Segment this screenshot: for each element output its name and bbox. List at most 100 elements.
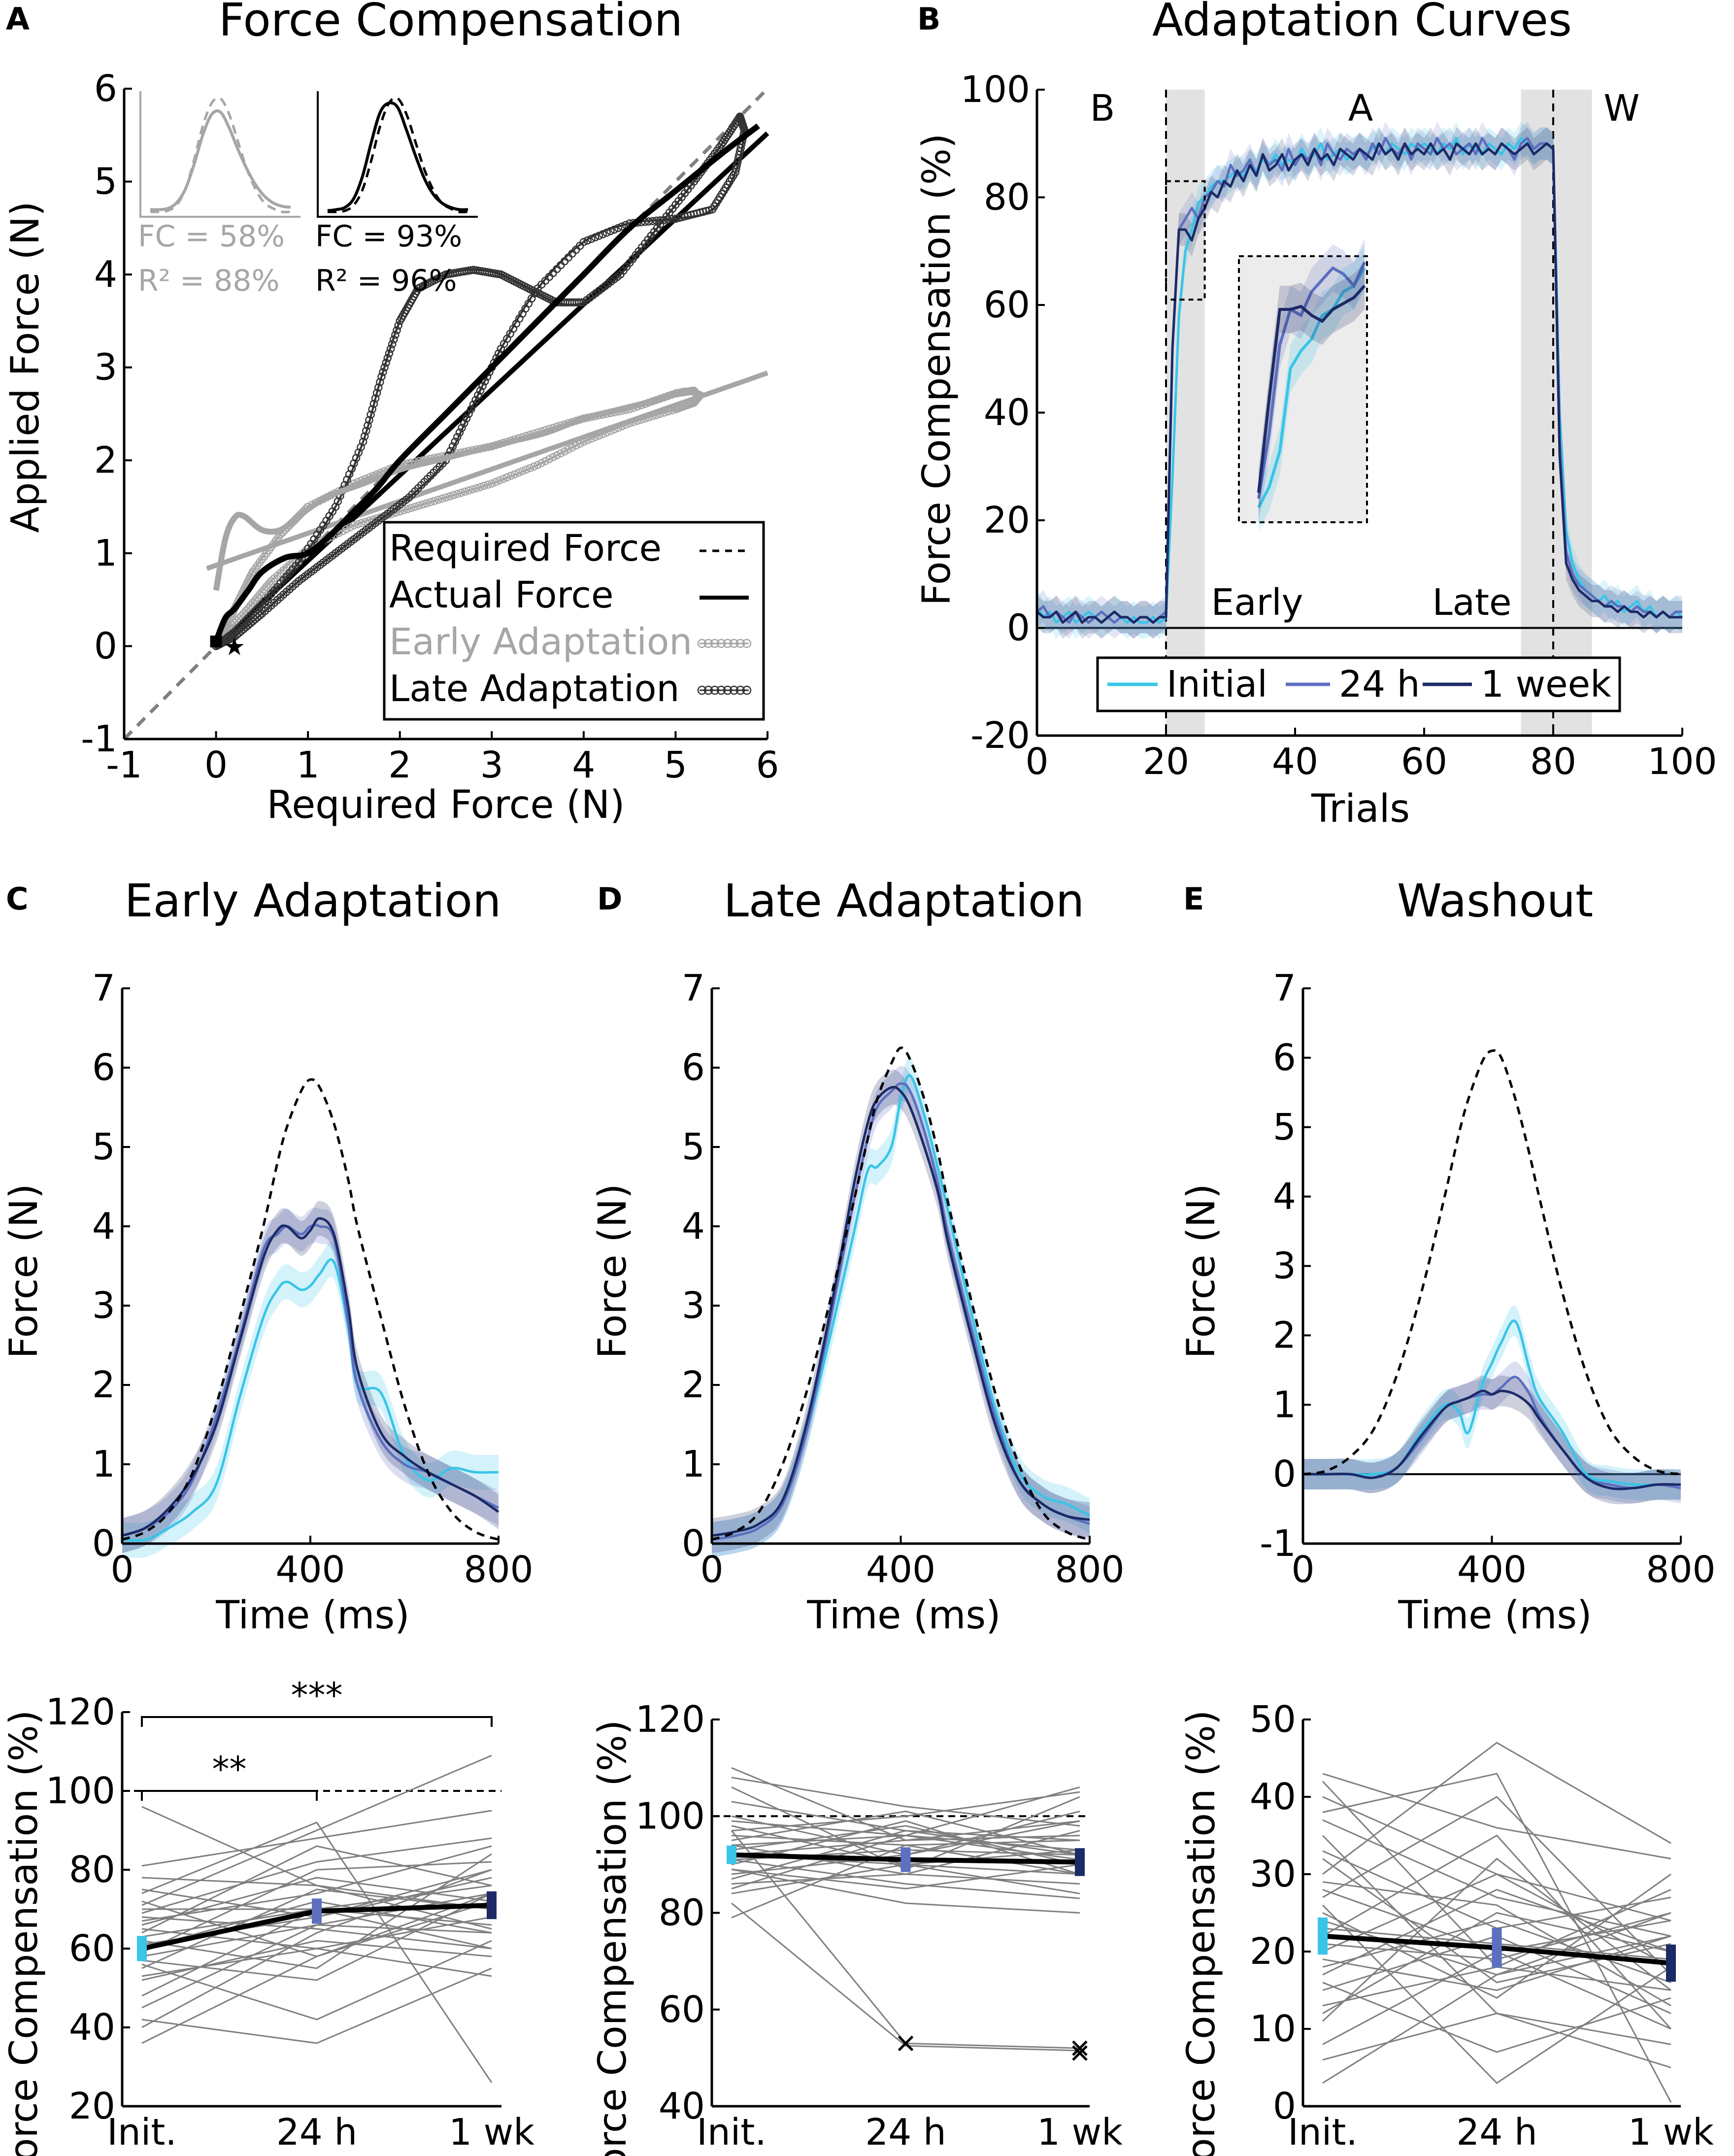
panel-d-label: D (597, 881, 622, 917)
y-tick-label: 7 (1273, 967, 1296, 1010)
swatch-marker (723, 685, 733, 695)
required-force-curve (711, 1046, 1090, 1541)
legend-required-label: Required Force (389, 527, 662, 570)
early-marker (579, 438, 588, 446)
early-marker (353, 520, 362, 529)
early-marker (472, 484, 481, 493)
panel-c-summary-plot: ***** (122, 1675, 501, 2083)
early-marker (534, 461, 542, 469)
significance-label: ** (212, 1749, 247, 1789)
early-marker (572, 441, 580, 450)
panel-a-title: Force Compensation (219, 0, 683, 46)
y-tick-label: 6 (92, 1046, 115, 1089)
x-tick-label: 100 (1647, 741, 1717, 783)
subject-line (141, 1810, 492, 1867)
panel-a-plot-area: ★ (123, 87, 769, 741)
y-tick-label: 80 (659, 1892, 705, 1934)
early-marker (575, 439, 584, 448)
late-marker (614, 224, 623, 233)
y-tick-label: 60 (659, 1988, 705, 2031)
legend-box (1096, 656, 1621, 712)
late-marker (583, 236, 592, 245)
panel-a-axes: -1 0 1 2 3 4 5 6 -1 0 1 2 3 4 5 6 (81, 67, 779, 786)
curve-1week (122, 1217, 500, 1537)
early-marker (522, 465, 531, 474)
legend-late-swatch (697, 685, 752, 695)
early-marker (468, 485, 477, 494)
required-force-curve (122, 1078, 499, 1541)
x-tick-label: 1 (297, 744, 320, 786)
early-marker (407, 504, 416, 512)
panel-e-plot-area (1302, 1049, 1681, 1505)
y-tick-label: -1 (81, 718, 117, 760)
panel-b-xlabel: Trials (1311, 787, 1410, 831)
panel-a-ylabel: Applied Force (N) (3, 201, 48, 533)
late-marker (667, 215, 676, 224)
phase-a-label: A (1348, 87, 1373, 130)
inset-early-actual (150, 109, 291, 211)
late-marker (359, 438, 367, 446)
panel-a-legend: Required Force Actual Force Early Adapta… (383, 521, 765, 721)
subject-line (1322, 2013, 1671, 2068)
late-actual-force (213, 123, 760, 643)
subject-line (141, 1845, 492, 1922)
early-marker (350, 521, 358, 530)
late-marker (360, 432, 369, 440)
late-marker (462, 414, 471, 423)
late-marker (591, 233, 600, 241)
panel-c-axes: 0 400 800 0 1 2 3 4 5 6 7 (92, 967, 534, 1591)
panel-e-xlabel: Time (ms) (1398, 1593, 1592, 1638)
swatch-marker (710, 639, 720, 648)
late-window-label: Late (1432, 581, 1511, 624)
subject-line (731, 1902, 1080, 2052)
late-marker (652, 216, 661, 225)
subject-line (141, 1861, 492, 1954)
early-marker (610, 425, 619, 434)
swatch-marker (729, 685, 739, 695)
early-marker (228, 621, 236, 630)
x-tick-label: 80 (1530, 741, 1576, 783)
y-tick-label: 100 (46, 1770, 115, 1812)
early-marker (361, 517, 370, 526)
phase-b-label: B (1090, 87, 1115, 130)
panel-b-zoom-inset (1165, 180, 1368, 531)
excluded-marker (1072, 2040, 1088, 2056)
x-tick-label: 5 (664, 744, 687, 786)
panel-d-summary: 40 60 80 100 120 Init. 24 h 1 wk Force Compensa… (591, 1698, 1123, 2156)
y-tick-label: 4 (682, 1205, 705, 1247)
y-tick-label: 20 (984, 499, 1030, 541)
early-marker (526, 464, 534, 472)
y-tick-label: 10 (1250, 2008, 1296, 2050)
early-marker (453, 490, 462, 498)
early-marker (518, 467, 527, 475)
panel-e-title: Washout (1397, 875, 1593, 927)
late-marker (451, 438, 459, 446)
late-marker (610, 225, 619, 234)
x-tick-label: 0 (204, 744, 228, 786)
early-marker (411, 503, 420, 511)
late-marker (455, 428, 464, 437)
late-marker (467, 405, 475, 413)
late-marker (732, 165, 740, 173)
panel-d-summary-ylabel: Force Compensation (%) (591, 1720, 635, 2156)
early-marker (342, 525, 351, 534)
y-tick-label: 20 (1250, 1930, 1296, 1973)
late-marker (244, 621, 253, 630)
early-marker (545, 455, 554, 464)
x-tick-label: 60 (1401, 741, 1447, 783)
early-marker (614, 424, 623, 432)
early-marker (541, 457, 550, 466)
y-tick-label: 5 (92, 1126, 115, 1168)
early-marker (465, 486, 473, 495)
early-marker (660, 408, 668, 417)
panel-d-ylabel: Force (N) (591, 1183, 635, 1358)
panel-a-xlabel: Required Force (N) (267, 783, 625, 827)
early-marker (495, 476, 504, 485)
mean-sem-bar (487, 1891, 497, 1920)
panel-c-summary-ylabel: Force Compensation (%) (2, 1710, 46, 2156)
subject-line (1322, 1773, 1671, 1860)
early-marker (652, 411, 661, 419)
late-marker (390, 335, 398, 344)
late-marker (497, 344, 505, 353)
